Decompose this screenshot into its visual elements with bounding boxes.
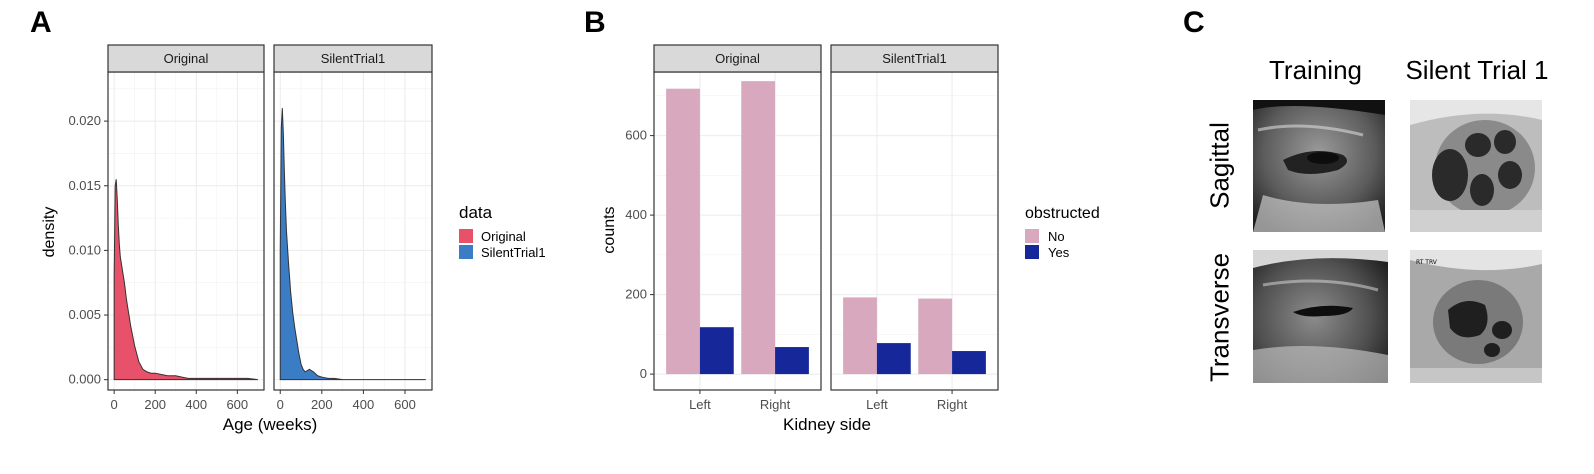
bar-left-yes — [699, 327, 734, 375]
panel-a-facet-original: Original 0 200 400 600 — [107, 44, 265, 412]
facet-strip-label: SilentTrial1 — [321, 51, 386, 66]
x-axis-title: Age (weeks) — [223, 415, 317, 434]
plot-background — [274, 72, 432, 390]
y-tick-label: 0.010 — [68, 242, 101, 257]
ultrasound-image-silent-sagittal — [1410, 100, 1542, 232]
us-row-transverse: Transverse — [1204, 252, 1235, 383]
x-tick-label: Right — [760, 397, 791, 412]
y-tick-label: 0.005 — [68, 307, 101, 322]
x-tick-label: 0 — [277, 397, 284, 412]
bar-left-no — [666, 88, 700, 375]
x-tick-label: 200 — [311, 397, 333, 412]
x-tick-label: 600 — [226, 397, 248, 412]
panel-b-facet-original: Left Right Original — [653, 44, 822, 412]
legend-b-label-yes: Yes — [1048, 245, 1070, 260]
density-area-original — [113, 179, 258, 381]
panel-letter-a: A — [30, 6, 52, 39]
us-row-sagittal: Sagittal — [1204, 122, 1235, 209]
bar-right-no — [741, 81, 776, 375]
x-tick-label: 400 — [185, 397, 207, 412]
bar-left-yes — [876, 343, 911, 375]
panel-a-facet-silenttrial1: SilentTrial1 0 200 400 600 — [273, 44, 433, 412]
ultrasound-image-training-transverse — [1253, 250, 1388, 383]
panel-a-axes: 0.000 0.005 0.010 0.015 0.020 Age (weeks) dens… — [41, 113, 317, 434]
facet-strip — [830, 44, 999, 73]
facet-strip-label: Original — [164, 51, 209, 66]
x-tick-label: 400 — [353, 397, 375, 412]
us-column-silent-trial: Silent Trial 1 — [1405, 55, 1549, 85]
facet-strip — [107, 44, 265, 73]
legend-a-label-original: Original — [481, 229, 526, 244]
legend-a-swatch-silenttrial1 — [459, 245, 473, 259]
legend-b-swatch-yes — [1025, 245, 1039, 259]
facet-strip-label: Original — [715, 51, 760, 66]
legend-b-swatch-no — [1025, 229, 1039, 243]
y-axis-title: counts — [601, 206, 618, 253]
y-tick-label: 600 — [625, 128, 647, 143]
legend-a: data Original SilentTrial1 — [459, 203, 546, 260]
us-column-training: Training — [1269, 55, 1362, 85]
facet-strip-label: SilentTrial1 — [882, 51, 947, 66]
panel-letter-c: C — [1183, 6, 1205, 39]
x-tick-label: 0 — [111, 397, 118, 412]
ultrasound-image-training-sagittal — [1253, 100, 1385, 232]
bar-left-no — [843, 297, 877, 375]
panel-b-facet-silenttrial1: Left Right SilentTrial1 — [830, 44, 999, 412]
facet-strip — [273, 44, 433, 73]
x-tick-label: Left — [689, 397, 711, 412]
x-tick-label: 600 — [394, 397, 416, 412]
legend-a-swatch-original — [459, 229, 473, 243]
y-tick-label: 0.000 — [68, 372, 101, 387]
y-tick-label: 200 — [625, 287, 647, 302]
y-tick-label: 0.015 — [68, 178, 101, 193]
facet-strip — [653, 44, 822, 73]
legend-b-label-no: No — [1048, 229, 1065, 244]
bar-right-no — [918, 298, 953, 375]
x-tick-label: Left — [866, 397, 888, 412]
bar-right-yes — [952, 351, 986, 375]
y-axis-title: density — [41, 207, 58, 258]
legend-a-title: data — [459, 203, 493, 222]
x-tick-label: 200 — [144, 397, 166, 412]
plot-background — [108, 72, 264, 390]
y-tick-label: 0 — [640, 366, 647, 381]
bar-right-yes — [775, 347, 809, 375]
x-axis-title: Kidney side — [783, 415, 871, 434]
legend-b-title: obstructed — [1025, 205, 1100, 222]
panel-letter-b: B — [584, 6, 606, 39]
y-tick-label: 400 — [625, 207, 647, 222]
ultrasound-image-silent-transverse: RT TRV — [1410, 250, 1542, 383]
density-area-silenttrial1 — [279, 108, 426, 381]
x-tick-label: Right — [937, 397, 968, 412]
panel-b-axes: 0 200 400 600 Kidney side counts — [601, 128, 871, 434]
ultrasound-overlay-label: RT TRV — [1416, 259, 1438, 266]
legend-b: obstructed No Yes — [1025, 205, 1100, 260]
legend-a-label-silenttrial1: SilentTrial1 — [481, 245, 546, 260]
y-tick-label: 0.020 — [68, 113, 101, 128]
